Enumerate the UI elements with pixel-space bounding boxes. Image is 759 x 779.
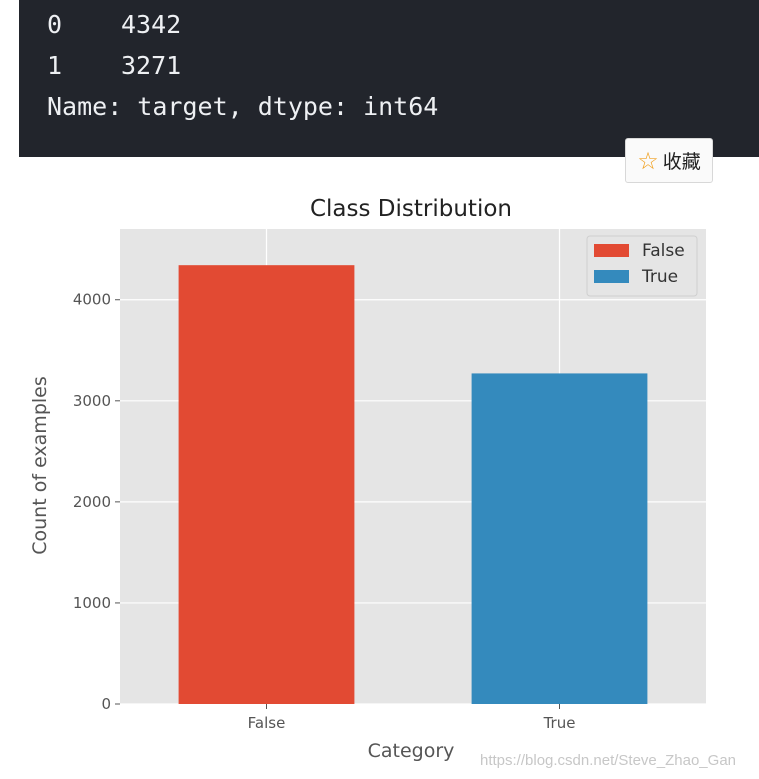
legend-swatch: [594, 270, 629, 283]
y-tick-label: 2000: [73, 493, 111, 511]
legend-swatch: [594, 244, 629, 257]
row-index: 1: [47, 51, 63, 80]
y-tick-label: 1000: [73, 594, 111, 612]
console-output: 0 4342 1 3271 Name: target, dtype: int64: [19, 0, 759, 157]
row-value: 4342: [121, 10, 182, 39]
watermark: https://blog.csdn.net/Steve_Zhao_Gan: [480, 752, 737, 769]
favorite-label: 收藏: [662, 151, 701, 173]
star-icon: ☆: [637, 146, 659, 175]
bar-chart: 0 1000 2000 3000 4000 False True Class Distribu…: [29, 196, 706, 762]
series-row: 0 4342: [47, 10, 181, 40]
y-tick-label: 3000: [73, 392, 111, 410]
row-value: 3271: [121, 51, 182, 80]
row-index: 0: [47, 10, 63, 39]
chart-title: Class Distribution: [310, 196, 512, 222]
legend: False True: [586, 235, 698, 297]
y-tick-label: 0: [101, 695, 111, 713]
series-row: 1 3271: [47, 51, 181, 81]
y-axis-label: Count of examples: [29, 376, 51, 555]
legend-entry: False: [642, 241, 685, 261]
x-tick-label: False: [248, 714, 286, 732]
x-tick-label: True: [543, 714, 576, 732]
bar-false: [178, 265, 355, 704]
y-tick-label: 4000: [73, 291, 111, 309]
favorite-button[interactable]: ☆ 收藏: [625, 138, 713, 183]
bar-true: [471, 373, 648, 704]
series-footer: Name: target, dtype: int64: [47, 92, 439, 121]
x-axis-label: Category: [368, 740, 455, 762]
legend-entry: True: [641, 267, 678, 287]
